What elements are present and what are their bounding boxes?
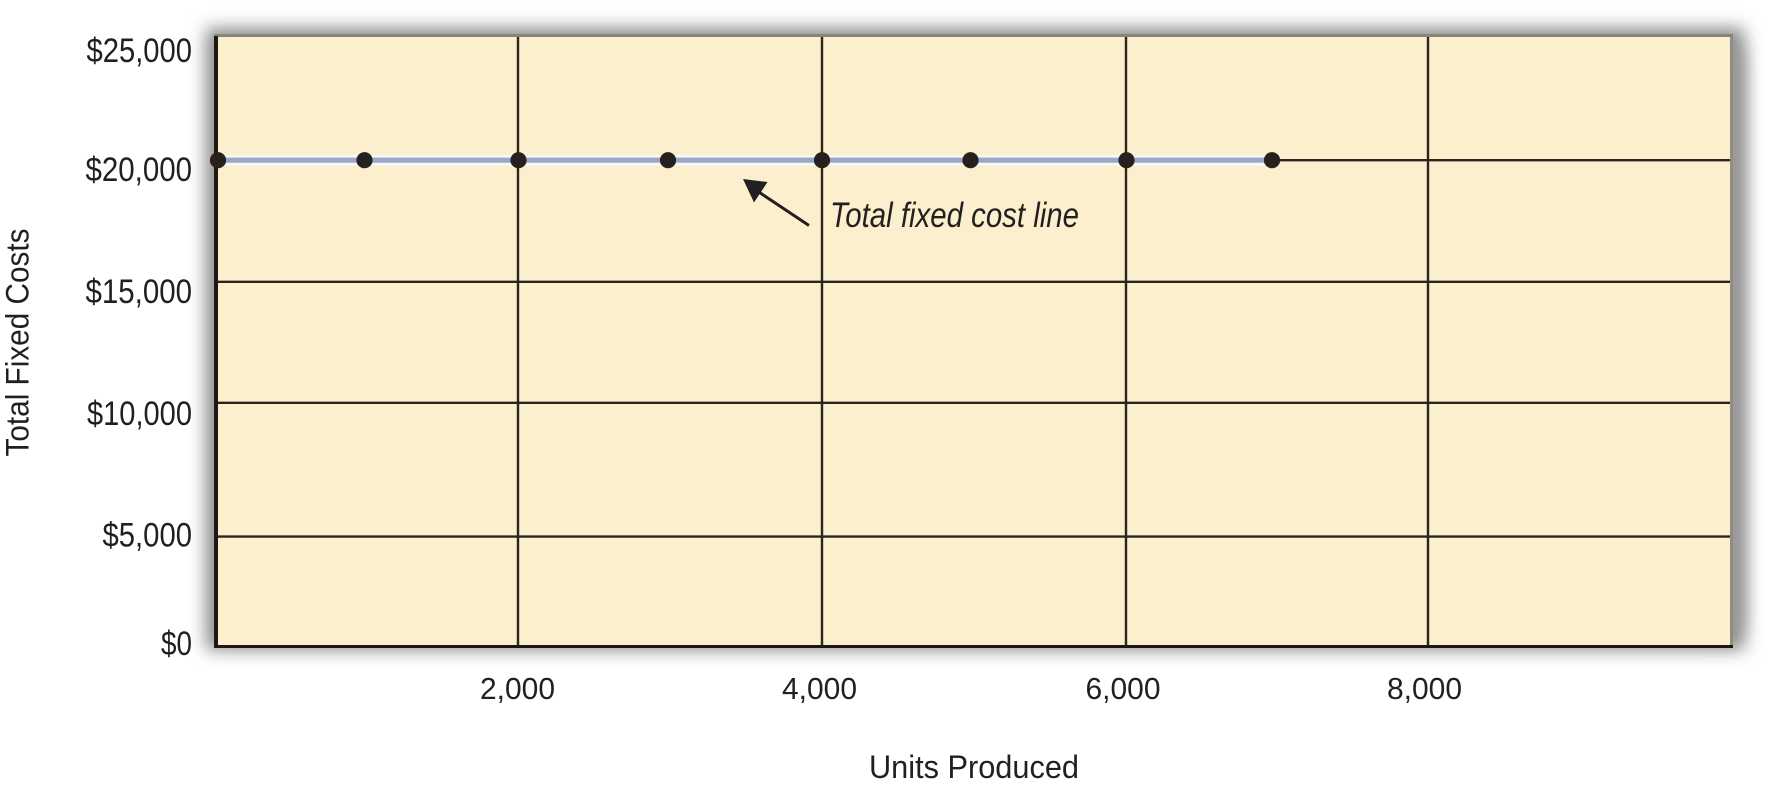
- svg-text:Total Fixed Costs: Total Fixed Costs: [0, 229, 36, 457]
- svg-text:$5,000: $5,000: [103, 517, 193, 555]
- svg-text:$25,000: $25,000: [87, 32, 193, 70]
- svg-text:$10,000: $10,000: [87, 395, 192, 433]
- svg-text:8,000: 8,000: [1387, 671, 1462, 706]
- svg-text:$0: $0: [161, 625, 192, 663]
- svg-text:Units Produced: Units Produced: [869, 749, 1079, 785]
- svg-text:$20,000: $20,000: [86, 151, 193, 189]
- svg-text:6,000: 6,000: [1086, 671, 1161, 706]
- svg-text:2,000: 2,000: [480, 671, 555, 706]
- svg-text:Total fixed cost line: Total fixed cost line: [830, 196, 1079, 235]
- svg-text:4,000: 4,000: [782, 671, 857, 706]
- svg-text:$15,000: $15,000: [86, 273, 193, 311]
